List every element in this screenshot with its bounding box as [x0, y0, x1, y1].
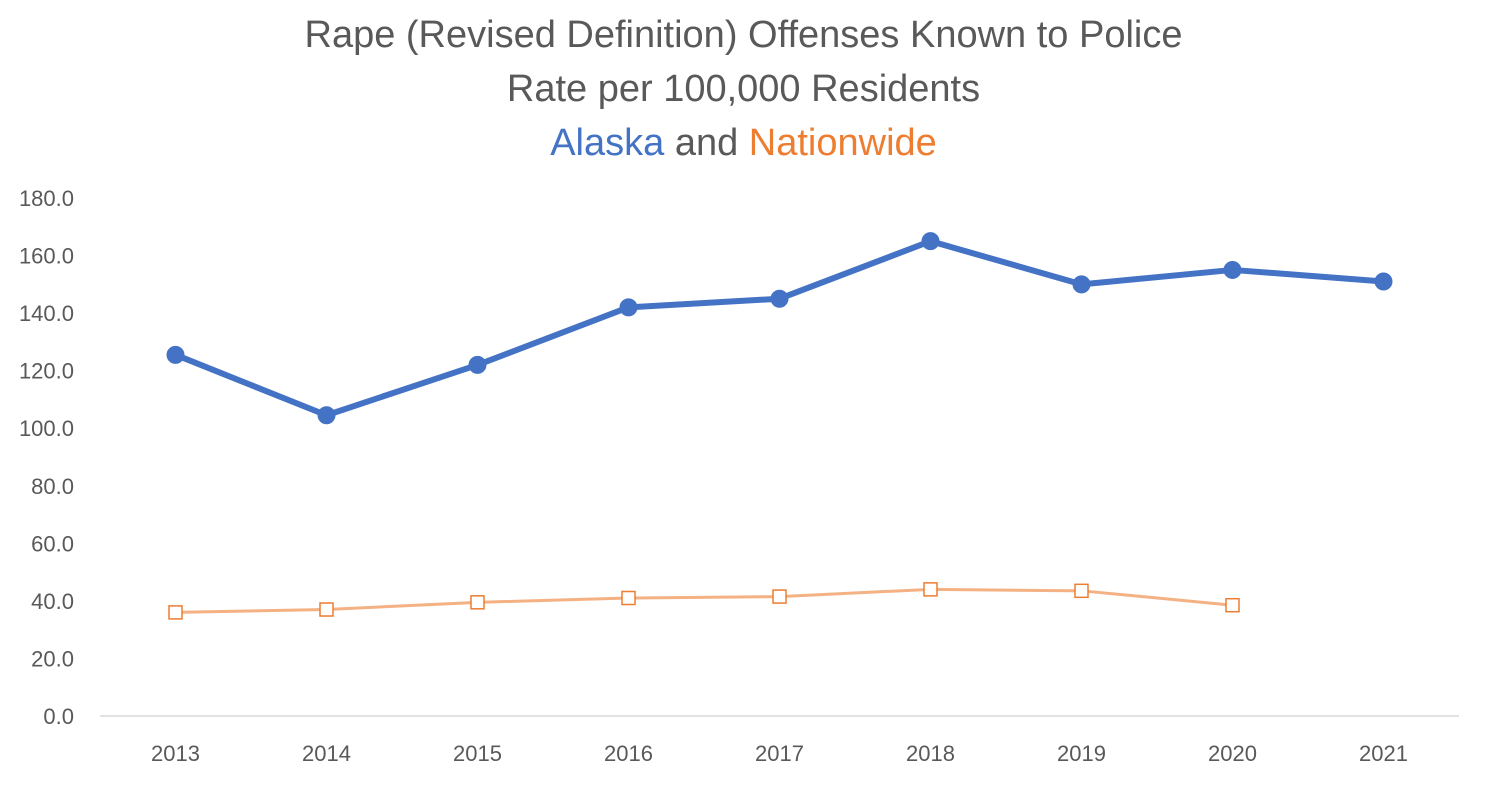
series-alaska [166, 232, 1393, 425]
chart-title-line-1: Rape (Revised Definition) Offenses Known… [304, 14, 1183, 56]
data-point-nationwide [168, 605, 183, 620]
title-alaska-label: Alaska [550, 122, 665, 164]
x-tick-label: 2014 [302, 741, 351, 766]
data-point-nationwide [1225, 597, 1240, 613]
data-point-alaska [770, 289, 789, 308]
series-line-nationwide [175, 587, 1233, 614]
title-nationwide-label: Nationwide [748, 122, 937, 164]
x-tick-label: 2018 [906, 741, 955, 766]
data-point-alaska [166, 345, 185, 364]
data-point-alaska [1374, 272, 1393, 291]
chart-title-line-3: Alaska and Nationwide [0, 122, 1487, 165]
chart-title-line-2: Rate per 100,000 Residents [506, 68, 981, 110]
x-axis-tick-labels: 2013 2014 2015 2016 2017 2018 2019 2020 2021 [151, 741, 1408, 766]
y-tick-label: 120.0 [19, 359, 74, 384]
data-point-nationwide [923, 582, 938, 597]
y-tick-label: 180.0 [19, 186, 74, 211]
data-point-alaska [619, 298, 638, 317]
data-point-alaska [1223, 260, 1242, 279]
x-tick-label: 2021 [1359, 741, 1408, 766]
data-point-nationwide [621, 590, 636, 606]
x-tick-label: 2016 [604, 741, 653, 766]
x-tick-label: 2020 [1208, 741, 1257, 766]
y-tick-label: 0.0 [43, 704, 74, 729]
data-point-alaska [921, 232, 940, 251]
y-tick-label: 60.0 [31, 531, 74, 556]
data-point-nationwide [319, 602, 334, 617]
y-tick-label: 160.0 [19, 244, 74, 269]
x-tick-label: 2017 [755, 741, 804, 766]
data-point-alaska [1072, 275, 1091, 294]
data-point-nationwide [1074, 583, 1089, 599]
series-line-alaska [174, 238, 1384, 419]
series-layer [166, 232, 1393, 620]
x-tick-label: 2015 [453, 741, 502, 766]
x-tick-label: 2013 [151, 741, 200, 766]
y-tick-label: 100.0 [19, 416, 74, 441]
title-and-label: and [664, 122, 749, 164]
data-point-alaska [317, 406, 336, 425]
y-tick-label: 20.0 [31, 646, 74, 671]
data-point-nationwide [470, 595, 485, 610]
y-tick-label: 40.0 [31, 589, 74, 614]
data-point-alaska [468, 355, 487, 374]
data-point-nationwide [772, 589, 787, 604]
x-tick-label: 2019 [1057, 741, 1106, 766]
y-tick-label: 80.0 [31, 474, 74, 499]
y-tick-label: 140.0 [19, 301, 74, 326]
series-nationwide [168, 582, 1240, 620]
y-axis-tick-labels: 0.0 20.0 40.0 60.0 80.0 100.0 120.0 140.0 160.0 1… [19, 186, 74, 729]
